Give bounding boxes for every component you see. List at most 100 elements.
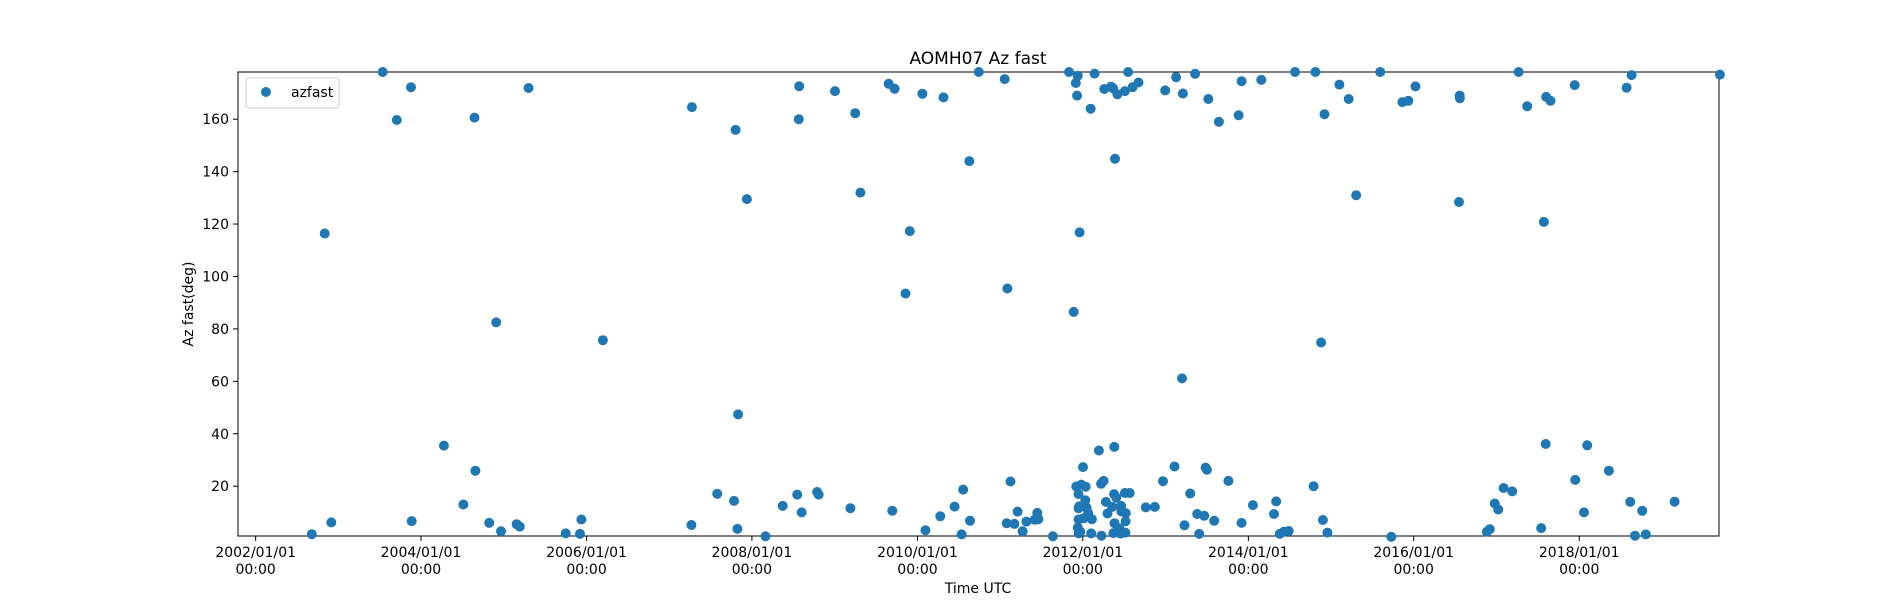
data-point <box>491 317 502 328</box>
data-point <box>1343 94 1354 104</box>
data-point <box>887 505 898 516</box>
data-point <box>1236 76 1247 87</box>
data-point <box>1536 523 1547 534</box>
legend-label: azfast <box>291 85 334 101</box>
data-point <box>1410 81 1421 92</box>
data-point <box>391 115 402 125</box>
y-tick-label: 140 <box>202 165 229 181</box>
y-tick-label: 20 <box>211 479 229 495</box>
data-point <box>1177 88 1188 99</box>
data-point <box>1334 79 1345 90</box>
data-point <box>1569 80 1580 91</box>
x-tick-time-label: 00:00 <box>1394 562 1434 578</box>
data-point <box>686 102 697 113</box>
data-point <box>1570 474 1581 485</box>
data-point <box>920 525 931 536</box>
data-point <box>1074 501 1085 512</box>
data-point <box>792 489 803 500</box>
y-tick-label: 160 <box>202 112 229 128</box>
y-tick-label: 100 <box>202 269 229 285</box>
data-point <box>1093 445 1104 456</box>
data-point <box>956 529 967 540</box>
data-point <box>1068 306 1079 317</box>
data-point <box>1169 461 1180 472</box>
data-point <box>1319 109 1330 120</box>
data-point <box>1403 95 1414 106</box>
data-point <box>1089 68 1100 79</box>
data-point <box>1256 74 1267 85</box>
x-tick-label: 2014/01/01 <box>1208 545 1289 561</box>
x-tick-time-label: 00:00 <box>732 562 772 578</box>
data-point <box>1098 475 1109 486</box>
data-point <box>777 500 788 511</box>
data-point <box>1033 514 1044 525</box>
y-tick-label: 40 <box>211 427 229 443</box>
data-point <box>1603 465 1614 476</box>
data-point <box>900 288 911 299</box>
data-point <box>438 440 449 451</box>
data-point <box>1012 506 1023 517</box>
data-point <box>575 528 585 539</box>
data-point <box>1454 93 1465 104</box>
y-axis-label: Az fast(deg) <box>181 262 197 347</box>
data-point <box>733 409 744 420</box>
data-point <box>729 495 739 506</box>
x-axis-label: Time UTC <box>944 581 1012 597</box>
x-tick-label: 2002/01/01 <box>215 545 296 561</box>
data-point <box>958 484 969 495</box>
data-point <box>1579 507 1589 518</box>
data-point <box>1064 67 1074 77</box>
data-point <box>1223 475 1234 486</box>
data-point <box>732 523 743 534</box>
data-point <box>1171 72 1182 83</box>
data-point <box>458 499 469 510</box>
data-point <box>1072 90 1083 101</box>
data-point <box>576 514 587 525</box>
data-point <box>1085 103 1096 114</box>
data-point <box>1625 496 1636 507</box>
data-point <box>1316 337 1327 348</box>
data-point <box>1209 515 1220 526</box>
data-point <box>1498 483 1509 493</box>
data-point <box>1080 481 1091 492</box>
data-point <box>1160 85 1171 96</box>
data-point <box>1545 95 1556 106</box>
y-tick-label: 60 <box>211 374 229 390</box>
x-tick-label: 2018/01/01 <box>1539 545 1620 561</box>
x-tick-time-label: 00:00 <box>235 562 275 578</box>
y-tick-label: 80 <box>211 322 229 338</box>
data-point <box>514 521 525 532</box>
x-tick-time-label: 00:00 <box>566 562 606 578</box>
y-tick-label: 120 <box>202 217 229 233</box>
data-point <box>793 114 804 125</box>
data-point <box>377 67 388 77</box>
data-point <box>949 501 960 512</box>
data-point <box>1072 70 1083 81</box>
data-point <box>1540 439 1551 449</box>
data-point <box>523 83 534 93</box>
x-tick-label: 2012/01/01 <box>1042 545 1123 561</box>
data-point <box>1375 67 1386 77</box>
legend: azfast <box>245 77 340 109</box>
legend-marker <box>261 87 271 97</box>
data-point <box>597 335 608 346</box>
legend-box <box>245 77 340 109</box>
data-point <box>1078 462 1088 473</box>
data-point <box>1140 502 1151 513</box>
data-point <box>1075 526 1086 537</box>
data-point <box>560 528 571 539</box>
data-point <box>1386 531 1397 542</box>
data-point <box>1133 77 1144 88</box>
data-point <box>1096 530 1107 541</box>
data-point <box>1522 101 1533 112</box>
data-point <box>1074 227 1085 238</box>
data-point <box>1119 86 1130 97</box>
data-point <box>964 156 975 167</box>
data-point <box>1507 486 1518 497</box>
data-point <box>1582 440 1593 451</box>
data-point <box>1269 509 1279 519</box>
data-point <box>1177 373 1187 384</box>
x-tick-time-label: 00:00 <box>1063 562 1103 578</box>
x-tick-time-label: 00:00 <box>1228 562 1268 578</box>
